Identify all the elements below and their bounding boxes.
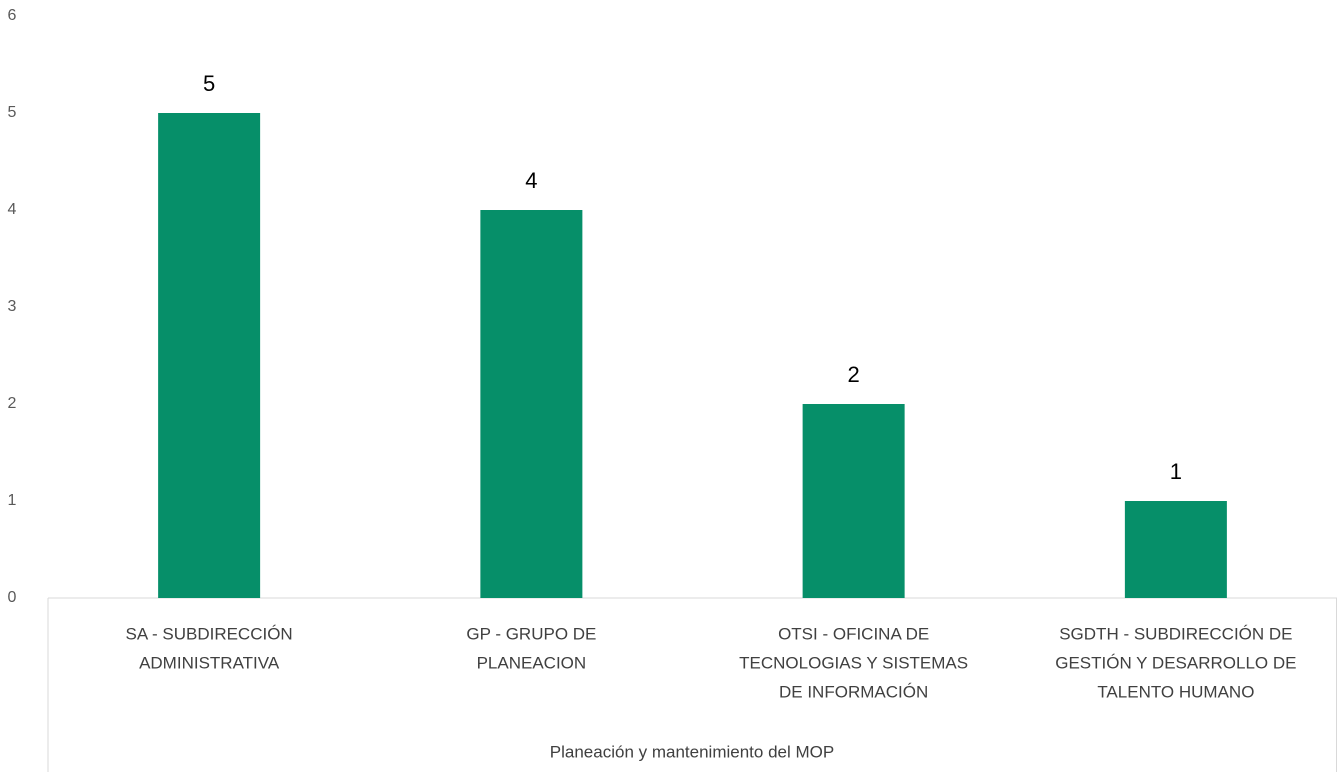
x-tick-label: PLANEACION (477, 653, 587, 672)
y-tick-label: 0 (8, 589, 17, 606)
x-tick-label: GESTIÓN Y DESARROLLO DE (1055, 653, 1296, 672)
x-tick-label: SGDTH - SUBDIRECCIÓN DE (1059, 624, 1292, 643)
x-tick-label: OTSI - OFICINA DE (778, 624, 929, 643)
y-tick-label: 3 (8, 298, 17, 315)
bar (1124, 501, 1227, 598)
y-tick-label: 2 (8, 395, 17, 412)
x-tick-label: ADMINISTRATIVA (139, 653, 280, 672)
bar (480, 210, 583, 598)
y-tick-label: 1 (8, 492, 17, 509)
value-label: 1 (1170, 459, 1182, 484)
x-tick-label: GP - GRUPO DE (466, 624, 596, 643)
y-tick-label: 4 (8, 201, 17, 218)
x-group-label: Planeación y mantenimiento del MOP (550, 742, 834, 761)
y-tick-label: 5 (8, 104, 17, 121)
value-label: 5 (203, 71, 215, 96)
value-label: 4 (525, 168, 537, 193)
y-tick-label: 6 (8, 7, 17, 24)
bar (802, 404, 905, 598)
x-tick-label: DE INFORMACIÓN (779, 682, 928, 701)
x-tick-label: TALENTO HUMANO (1097, 682, 1254, 701)
x-tick-label: TECNOLOGIAS Y SISTEMAS (739, 653, 968, 672)
value-label: 2 (848, 362, 860, 387)
bar (158, 113, 261, 598)
x-tick-label: SA - SUBDIRECCIÓN (126, 624, 293, 643)
